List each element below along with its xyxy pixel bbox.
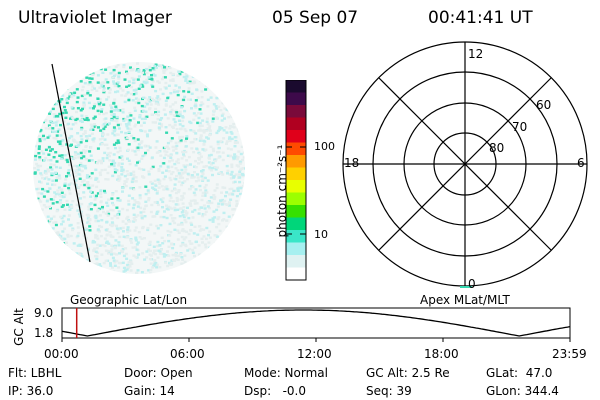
terminator-line	[51, 63, 91, 263]
mlat-label-60: 60	[536, 98, 552, 112]
colorbar	[285, 80, 307, 281]
colorbar-segment	[286, 192, 306, 206]
time-tick-0600: 06:00	[170, 347, 205, 361]
colorbar-segment	[286, 155, 306, 168]
altitude-curve	[61, 309, 571, 337]
mlt-label-18: 18	[344, 156, 360, 170]
colorbar-segment	[286, 242, 306, 256]
mlt-label-12: 12	[468, 47, 484, 61]
despin-info: Dsp: -0.0	[244, 384, 307, 398]
gc-altitude-info: GC Alt: 2.5 Re	[366, 366, 450, 380]
door-info: Door: Open	[124, 366, 193, 380]
altitude-plot	[61, 307, 571, 342]
colorbar-segment	[286, 142, 306, 156]
observation-date: 05 Sep 07	[272, 8, 359, 28]
altitude-axis-label: GC Alt	[12, 308, 26, 346]
mlt-label-6: 6	[577, 156, 585, 170]
colorbar-segment	[286, 255, 306, 268]
mlat-label-70: 70	[512, 120, 528, 134]
colorbar-segment	[286, 267, 306, 281]
colorbar-segment	[286, 167, 306, 181]
altitude-plot-frame	[61, 307, 571, 339]
colorbar-segment	[286, 180, 306, 193]
geographic-latitude-info: GLat: 47.0	[486, 366, 553, 380]
colorbar-tick-10: 10	[314, 228, 328, 241]
altitude-ytick-low: 1.8	[34, 326, 54, 340]
colorbar-segment	[286, 217, 306, 231]
colorbar-segment	[286, 92, 306, 106]
colorbar-segment	[286, 205, 306, 218]
colorbar-segment	[286, 230, 306, 243]
time-tick-1800: 18:00	[424, 347, 459, 361]
ip-info: IP: 36.0	[8, 384, 54, 398]
sequence-info: Seq: 39	[366, 384, 412, 398]
geographic-longitude-info: GLon: 344.4	[486, 384, 559, 398]
colorbar-segment	[286, 117, 306, 131]
auroral-image	[33, 62, 245, 274]
polar-grid	[342, 41, 588, 288]
polar-projection-label: Apex MLat/MLT	[420, 293, 510, 307]
instrument-title: Ultraviolet Imager	[18, 8, 172, 28]
filter-info: Flt: LBHL	[8, 366, 62, 380]
colorbar-tick-100: 100	[314, 140, 335, 153]
mode-info: Mode: Normal	[244, 366, 328, 380]
altitude-ytick-high: 9.0	[34, 306, 54, 320]
colorbar-segment	[286, 80, 306, 93]
mlt-label-0: 0	[468, 277, 476, 291]
colorbar-segment	[286, 105, 306, 118]
colorbar-label: photon cm⁻²s⁻¹	[275, 144, 289, 238]
time-tick-1200: 12:00	[297, 347, 332, 361]
gain-info: Gain: 14	[124, 384, 175, 398]
observation-time: 00:41:41 UT	[428, 8, 533, 28]
colorbar-segment	[286, 130, 306, 143]
time-tick-0000: 00:00	[44, 347, 79, 361]
mlat-label-80: 80	[489, 141, 505, 155]
map-projection-label: Geographic Lat/Lon	[70, 293, 188, 307]
time-tick-2359: 23:59	[552, 347, 587, 361]
